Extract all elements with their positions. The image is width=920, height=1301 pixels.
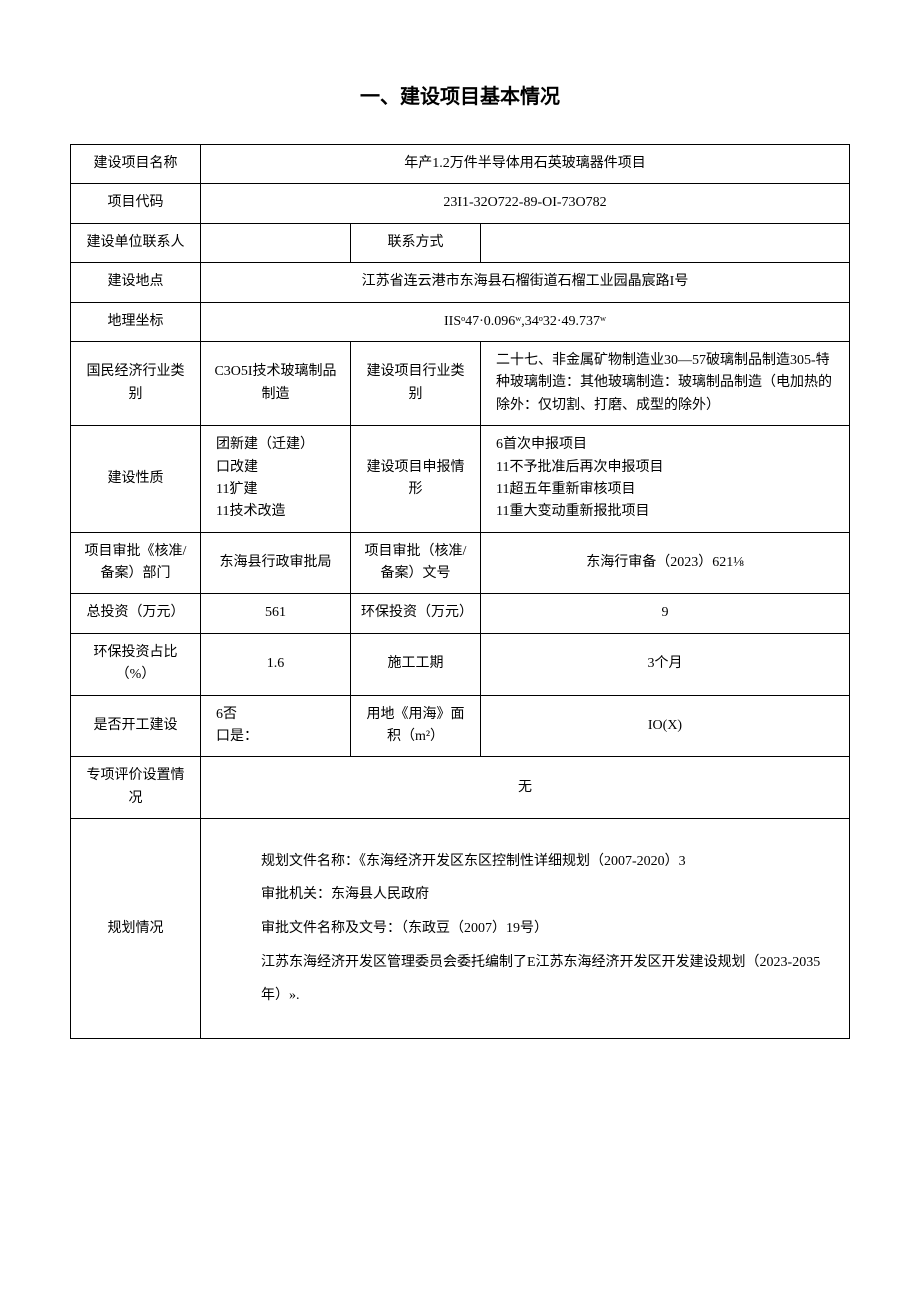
label-application-status: 建设项目申报情形 [351,426,481,533]
value-env-ratio: 1.6 [201,633,351,695]
value-approval-dept: 东海县行政审批局 [201,532,351,594]
label-approval-no: 项目审批（核准/备案）文号 [351,532,481,594]
value-application-status: 6首次申报项目11不予批准后再次申报项目11超五年重新审核项目11重大变动重新报… [481,426,850,533]
label-env-investment: 环保投资（万元） [351,594,481,633]
label-special-eval: 专项评价设置情况 [71,757,201,819]
value-project-industry: 二十七、非金属矿物制造业30—57破璃制品制造305-特种玻璃制造：其他玻璃制造… [481,341,850,425]
value-address: 江苏省连云港市东海县石榴街道石榴工业园晶宸路I号 [201,263,850,302]
label-land-area: 用地《用海》面积（m²） [351,695,481,757]
value-planning: 规划文件名称：《东海经济开发区东区控制性详细规划（2007-2020）3审批机关… [201,819,850,1039]
label-construction-nature: 建设性质 [71,426,201,533]
project-info-table: 建设项目名称 年产1.2万件半导体用石英玻璃器件项目 项目代码 23I1-32O… [70,144,850,1039]
value-land-area: IO(X) [481,695,850,757]
label-project-code: 项目代码 [71,184,201,223]
document-title: 一、建设项目基本情况 [70,80,850,109]
value-construction-nature: 团新建（迁建）口改建11犷建11技术改造 [201,426,351,533]
value-project-name: 年产1.2万件半导体用石英玻璃器件项目 [201,145,850,184]
value-is-started: 6否口是： [201,695,351,757]
label-construction-period: 施工工期 [351,633,481,695]
label-approval-dept: 项目审批《核准/备案）部门 [71,532,201,594]
label-is-started: 是否开工建设 [71,695,201,757]
label-total-investment: 总投资（万元） [71,594,201,633]
value-approval-no: 东海行审备（2023）621⅛ [481,532,850,594]
label-address: 建设地点 [71,263,201,302]
label-project-name: 建设项目名称 [71,145,201,184]
label-contact-person: 建设单位联系人 [71,223,201,262]
label-planning: 规划情况 [71,819,201,1039]
value-env-investment: 9 [481,594,850,633]
value-contact-person [201,223,351,262]
label-contact-method: 联系方式 [351,223,481,262]
value-total-investment: 561 [201,594,351,633]
label-coordinates: 地理坐标 [71,302,201,341]
value-construction-period: 3个月 [481,633,850,695]
value-coordinates: IISᵒ47·0.096ʷ,34ᵒ32·49.737ʷ [201,302,850,341]
label-industry-category: 国民经济行业类别 [71,341,201,425]
value-industry-category: C3O5I技术玻璃制品制造 [201,341,351,425]
label-env-ratio: 环保投资占比（%） [71,633,201,695]
value-project-code: 23I1-32O722-89-OI-73O782 [201,184,850,223]
value-contact-method [481,223,850,262]
label-project-industry: 建设项目行业类别 [351,341,481,425]
value-special-eval: 无 [201,757,850,819]
